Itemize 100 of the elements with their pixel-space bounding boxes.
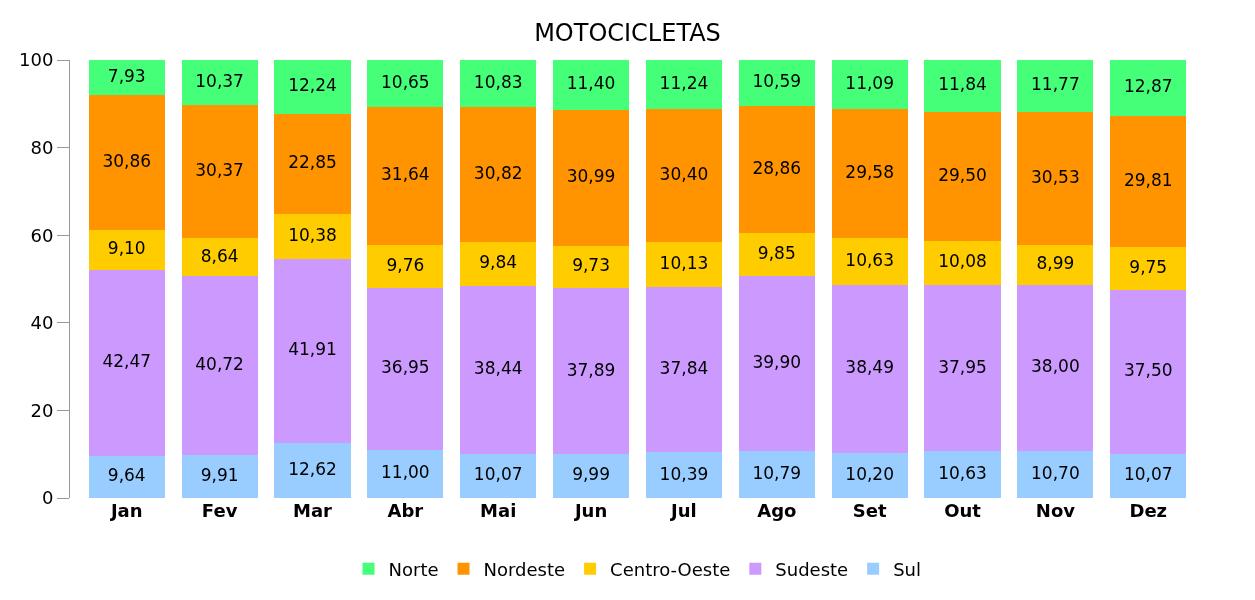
data-label: 8,99 [1036, 253, 1075, 274]
data-label: 11,24 [659, 72, 709, 93]
data-label: 8,64 [200, 245, 239, 266]
bar [738, 60, 815, 107]
bar [367, 287, 444, 450]
data-label: 9,85 [757, 242, 796, 263]
bar [274, 442, 351, 498]
x-tick-label: Out [944, 500, 982, 521]
bar [1017, 60, 1094, 112]
bar [831, 238, 908, 285]
bar [88, 455, 165, 498]
data-label: 30,86 [102, 150, 152, 171]
bar [924, 111, 1001, 242]
data-label: 30,37 [195, 160, 244, 181]
bar [552, 245, 630, 289]
y-tick-label: 0 [41, 487, 54, 509]
bar [1017, 284, 1094, 452]
data-label: 7,93 [107, 65, 146, 86]
x-tick-label: Jun [572, 500, 608, 521]
bar [645, 60, 723, 110]
data-label: 12,24 [288, 75, 337, 96]
data-label: 9,10 [107, 238, 146, 259]
x-tick-label: Ago [757, 500, 797, 521]
bar [1110, 289, 1187, 454]
y-tick-label: 80 [30, 136, 54, 158]
data-label: 12,62 [288, 458, 337, 479]
y-tick-label: 40 [30, 312, 54, 334]
y-tick-label: 60 [30, 224, 54, 246]
data-label: 9,84 [479, 252, 518, 273]
x-tick-label: Mai [480, 500, 517, 521]
bar [181, 105, 258, 239]
bar [831, 108, 908, 239]
bar [460, 242, 537, 286]
data-label: 10,79 [752, 462, 802, 483]
data-label: 11,00 [381, 462, 430, 483]
data-label: 10,63 [845, 249, 894, 270]
chart-title: MOTOCICLETAS [534, 18, 721, 47]
bar [88, 269, 165, 456]
bar [831, 284, 908, 454]
bar [924, 60, 1001, 112]
data-label: 10,07 [473, 464, 523, 485]
data-label: 30,40 [659, 164, 709, 185]
bar [1110, 246, 1187, 290]
bar [738, 106, 815, 233]
data-label: 29,50 [938, 164, 987, 185]
bar [924, 451, 1001, 498]
bar [645, 109, 723, 243]
data-label: 37,95 [938, 356, 987, 377]
data-label: 37,84 [659, 357, 709, 378]
data-label: 11,77 [1031, 74, 1080, 95]
y-tick-label: 100 [19, 49, 54, 71]
data-label: 36,95 [381, 357, 430, 378]
bar [738, 450, 815, 498]
data-label: 10,70 [1031, 462, 1080, 483]
data-label: 9,75 [1129, 256, 1168, 277]
bar [924, 285, 1001, 452]
bar [738, 275, 815, 451]
bar [274, 113, 351, 214]
bar [460, 60, 537, 108]
data-label: 28,86 [752, 157, 802, 178]
data-label: 10,83 [473, 71, 523, 92]
bar [1110, 116, 1187, 247]
bar [552, 454, 630, 498]
bar [460, 453, 537, 498]
bar [181, 454, 258, 498]
x-tick-label: Abr [387, 500, 424, 521]
bar [1110, 60, 1187, 117]
x-tick-label: Mar [293, 500, 333, 521]
data-label: 10,38 [288, 224, 337, 245]
data-label: 10,07 [1123, 464, 1173, 485]
x-tick-label: Jul [669, 500, 697, 521]
data-label: 37,50 [1123, 360, 1173, 381]
data-label: 38,00 [1031, 356, 1080, 377]
bar [367, 106, 444, 246]
data-label: 42,47 [102, 351, 152, 372]
data-label: 11,40 [566, 73, 616, 94]
bar [645, 242, 723, 287]
bar [88, 94, 165, 230]
data-label: 11,84 [938, 74, 987, 95]
data-label: 29,81 [1123, 169, 1173, 190]
bar [552, 60, 630, 110]
data-label: 40,72 [195, 353, 244, 374]
x-tick-label: Jan [108, 500, 143, 521]
data-label: 10,20 [845, 463, 894, 484]
data-label: 30,99 [566, 166, 616, 187]
bar [367, 245, 444, 288]
data-label: 30,53 [1031, 166, 1080, 187]
x-tick-label: Fev [201, 500, 238, 521]
bar [181, 238, 258, 277]
bar [924, 241, 1001, 286]
data-label: 9,76 [386, 254, 425, 275]
data-label: 37,89 [566, 359, 616, 380]
data-label: 12,87 [1123, 76, 1173, 97]
data-label: 10,65 [381, 71, 430, 92]
bar [460, 107, 537, 243]
bar [1017, 451, 1094, 498]
bar [831, 60, 908, 109]
data-label: 9,99 [572, 464, 610, 485]
data-label: 9,73 [572, 255, 610, 276]
x-tick-label: Nov [1035, 500, 1076, 521]
